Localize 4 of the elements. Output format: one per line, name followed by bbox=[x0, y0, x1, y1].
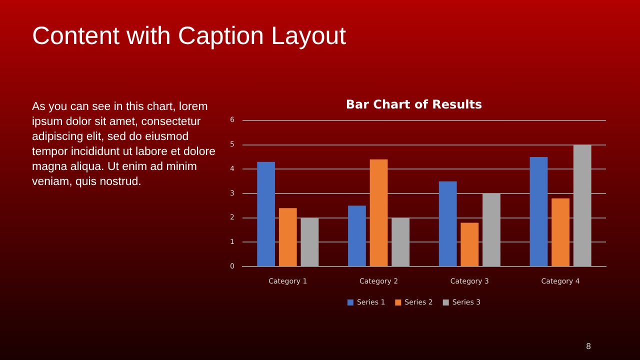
text: 8 bbox=[586, 342, 592, 351]
text: As you can see in this chart, lorem ipsum dolor sit amet, consectetur adipiscing elit, sed do eiusmod tempor incididunt ut labore et dolore magna aliqua. Ut enim ad minim veniam, quis nostrud. bbox=[32, 100, 216, 190]
chart-title: Bar Chart of Results bbox=[346, 97, 482, 112]
text: Content with Caption Layout bbox=[32, 22, 346, 51]
